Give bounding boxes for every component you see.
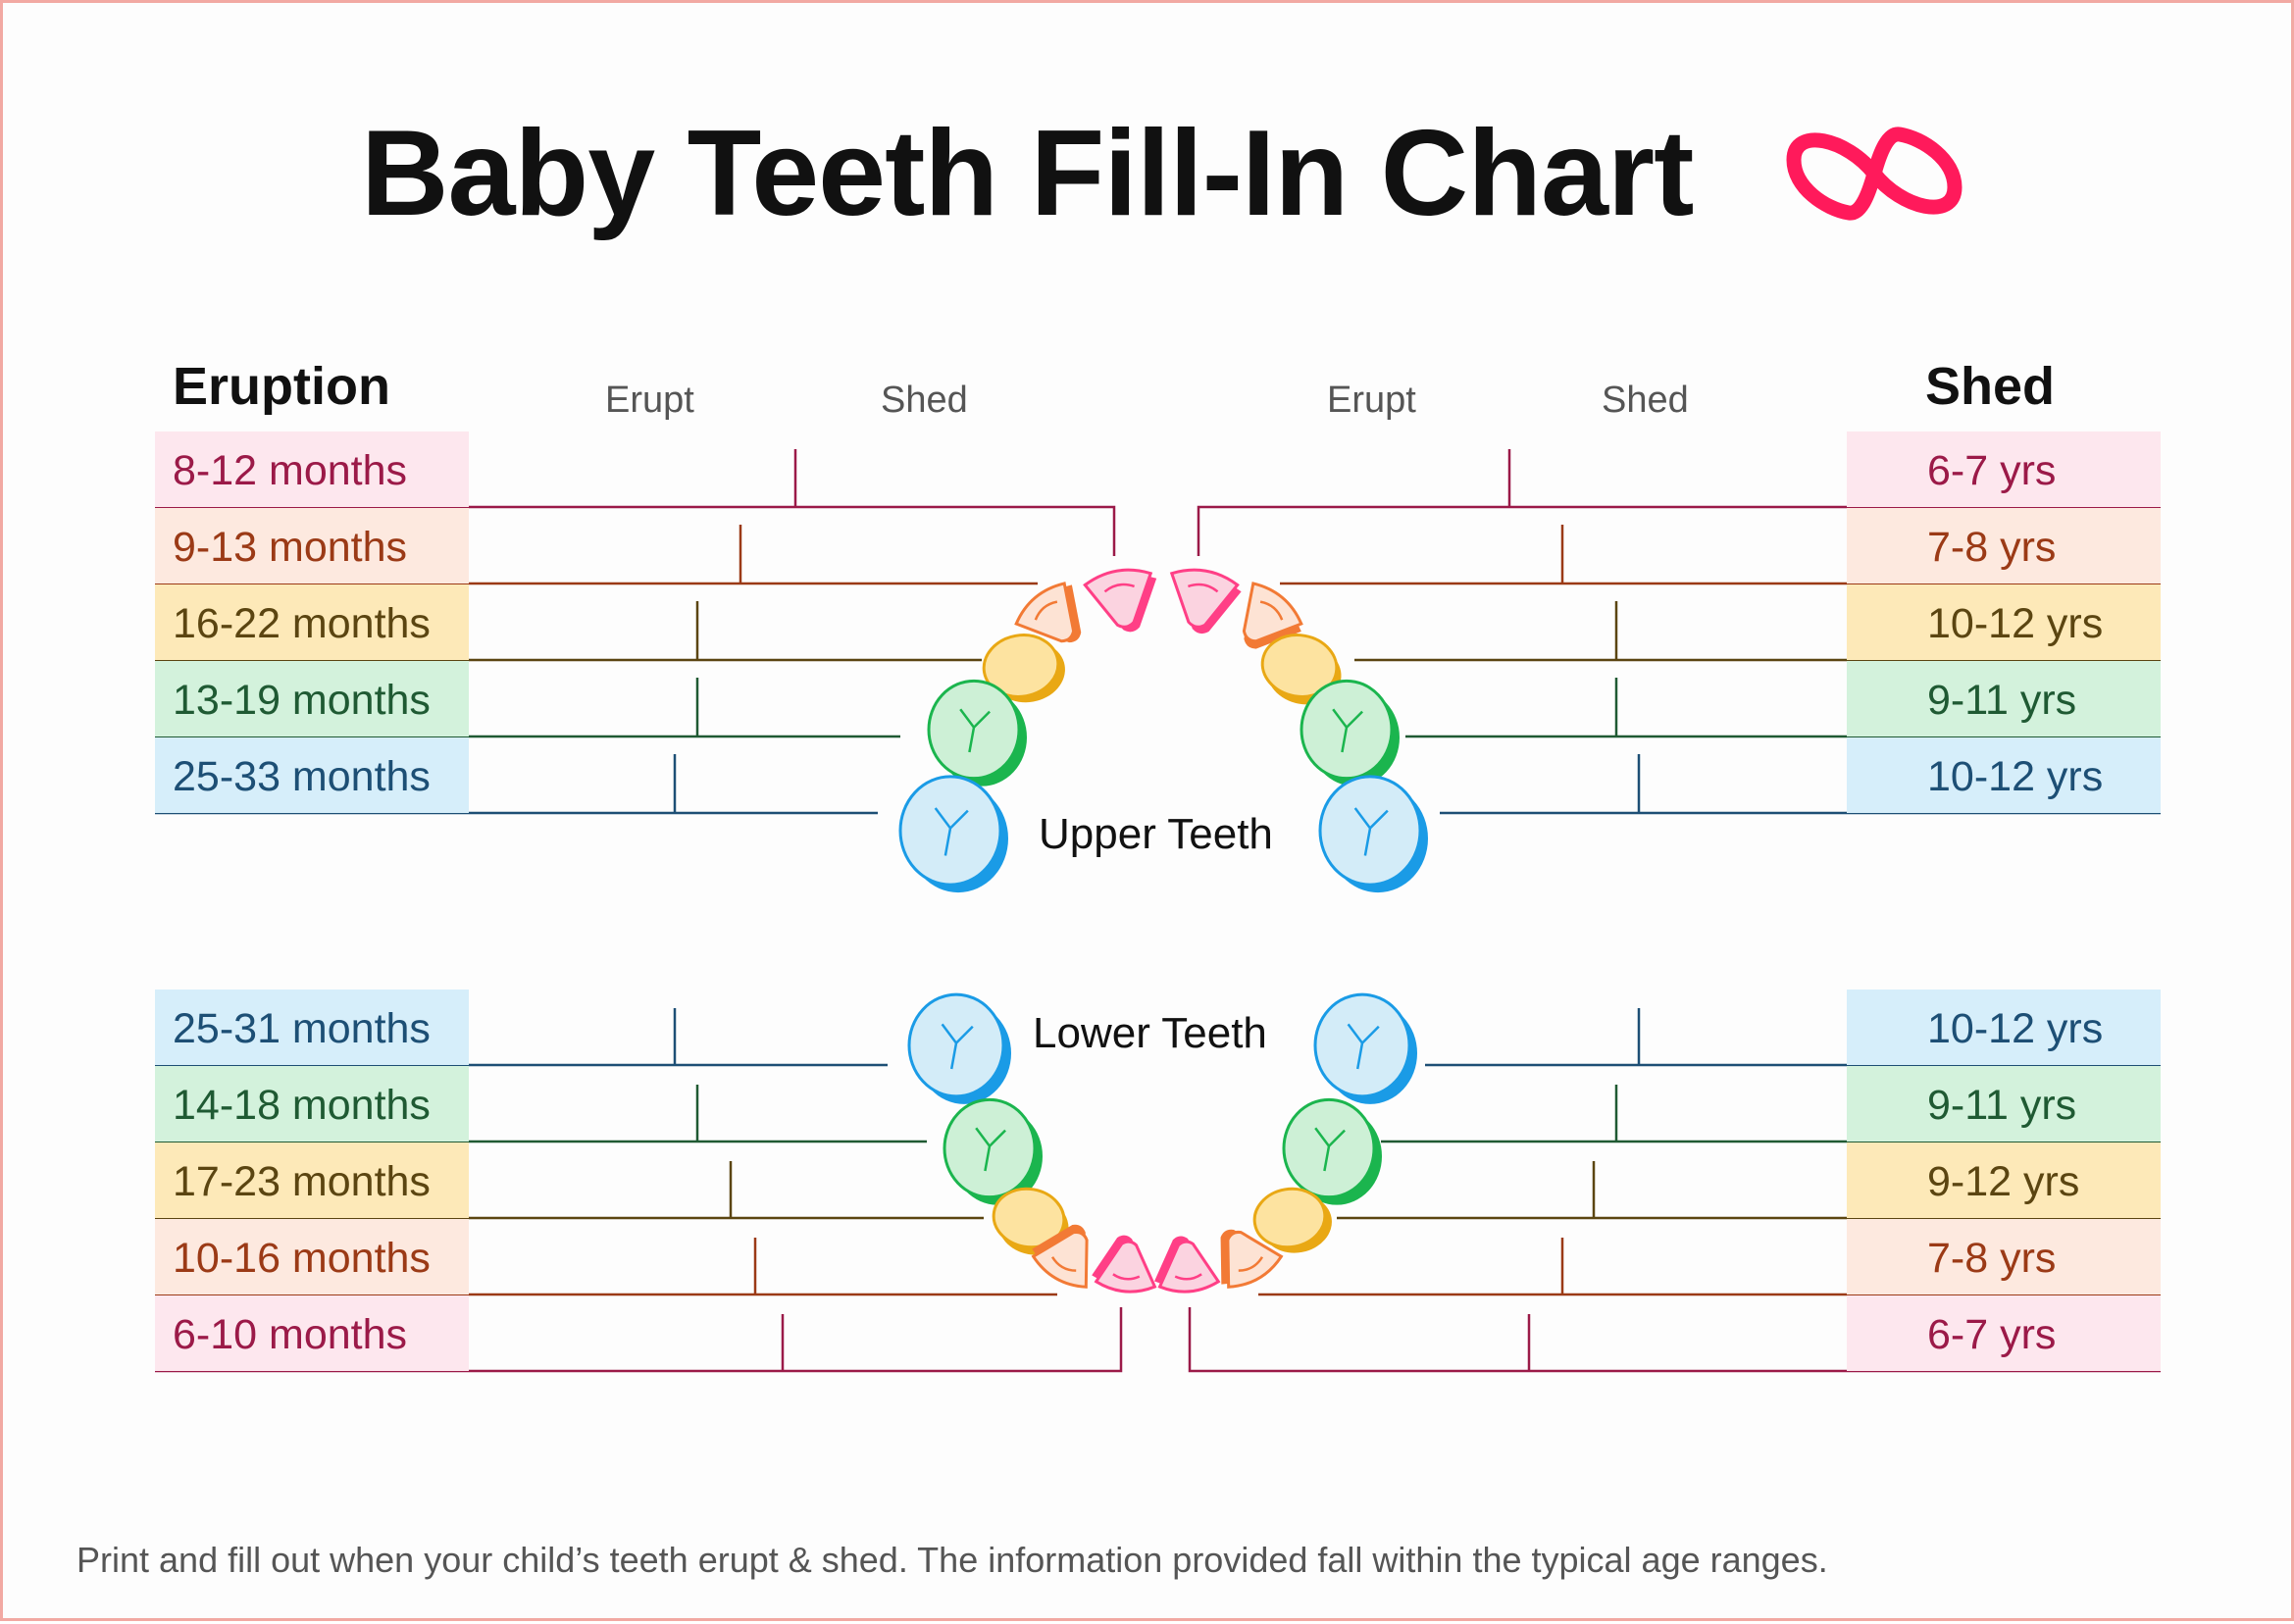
left-shed-heading: Shed xyxy=(881,380,968,421)
upper-right-central-incisor xyxy=(1169,568,1242,634)
upper-teeth-label: Upper Teeth xyxy=(1039,810,1273,858)
upper-left-canine xyxy=(982,634,1065,703)
lower-left-second-molar xyxy=(907,992,1011,1104)
lower-first-molar-eruption: 14-18 months xyxy=(155,1066,469,1142)
lower-left-first-molar xyxy=(943,1097,1043,1205)
eruption-heading: Eruption xyxy=(173,357,390,416)
upper-left-first-molar xyxy=(927,679,1027,787)
lower-second-molar-eruption: 25-31 months xyxy=(155,990,469,1065)
lower-right-second-molar xyxy=(1313,992,1417,1104)
lower-right-lateral-incisor xyxy=(1220,1229,1284,1289)
upper-second-molar-eruption: 25-33 months xyxy=(155,737,469,813)
lower-right-first-molar xyxy=(1282,1097,1382,1205)
upper-left-lateral-incisor xyxy=(1014,582,1082,643)
upper-first-molar-eruption: 13-19 months xyxy=(155,661,469,736)
upper-second-molar-shed: 10-12 yrs xyxy=(1847,737,2161,813)
lower-canine-eruption: 17-23 months xyxy=(155,1142,469,1218)
upper-lateral-incisor-shed: 7-8 yrs xyxy=(1847,508,2161,584)
leader-lines-and-teeth xyxy=(155,449,2161,1373)
upper-canine-eruption: 16-22 months xyxy=(155,584,469,660)
lower-left-central-incisor xyxy=(1092,1235,1157,1294)
lower-second-molar-shed: 10-12 yrs xyxy=(1847,990,2161,1065)
upper-canine-shed: 10-12 yrs xyxy=(1847,584,2161,660)
upper-left-central-incisor xyxy=(1083,568,1157,633)
upper-right-second-molar xyxy=(1318,775,1428,893)
lower-lateral-incisor-eruption: 10-16 months xyxy=(155,1219,469,1294)
upper-row-1-left-leader-line xyxy=(155,505,1116,556)
lower-central-incisor-shed: 6-7 yrs xyxy=(1847,1295,2161,1371)
lower-right-central-incisor xyxy=(1154,1236,1221,1294)
lower-central-incisor-eruption: 6-10 months xyxy=(155,1295,469,1371)
lower-teeth-label: Lower Teeth xyxy=(1033,1009,1267,1057)
upper-row-1-right-leader-line xyxy=(1197,505,2161,556)
upper-right-first-molar xyxy=(1300,679,1400,787)
lower-right-canine xyxy=(1252,1187,1332,1253)
upper-lateral-incisor-eruption: 9-13 months xyxy=(155,508,469,584)
lower-lateral-incisor-shed: 7-8 yrs xyxy=(1847,1219,2161,1294)
upper-right-lateral-incisor xyxy=(1242,582,1303,649)
footer-note: Print and fill out when your child’s tee… xyxy=(76,1540,1828,1580)
page-title: Baby Teeth Fill-In Chart xyxy=(361,106,1694,241)
lower-first-molar-shed: 9-11 yrs xyxy=(1847,1066,2161,1142)
left-erupt-heading: Erupt xyxy=(605,380,694,421)
lower-row-5-left-leader-line xyxy=(155,1307,1123,1373)
lower-row-5-right-leader-line xyxy=(1188,1307,2161,1373)
upper-first-molar-shed: 9-11 yrs xyxy=(1847,661,2161,736)
upper-left-second-molar xyxy=(898,775,1008,893)
right-erupt-heading: Erupt xyxy=(1327,380,1416,421)
lower-canine-shed: 9-12 yrs xyxy=(1847,1142,2161,1218)
upper-central-incisor-eruption: 8-12 months xyxy=(155,431,469,507)
lower-left-lateral-incisor xyxy=(1031,1224,1089,1289)
upper-central-incisor-shed: 6-7 yrs xyxy=(1847,431,2161,507)
infinity-heart-logo-icon xyxy=(1786,127,1963,221)
right-shed-heading: Shed xyxy=(1602,380,1689,421)
shed-heading: Shed xyxy=(1925,357,2056,416)
